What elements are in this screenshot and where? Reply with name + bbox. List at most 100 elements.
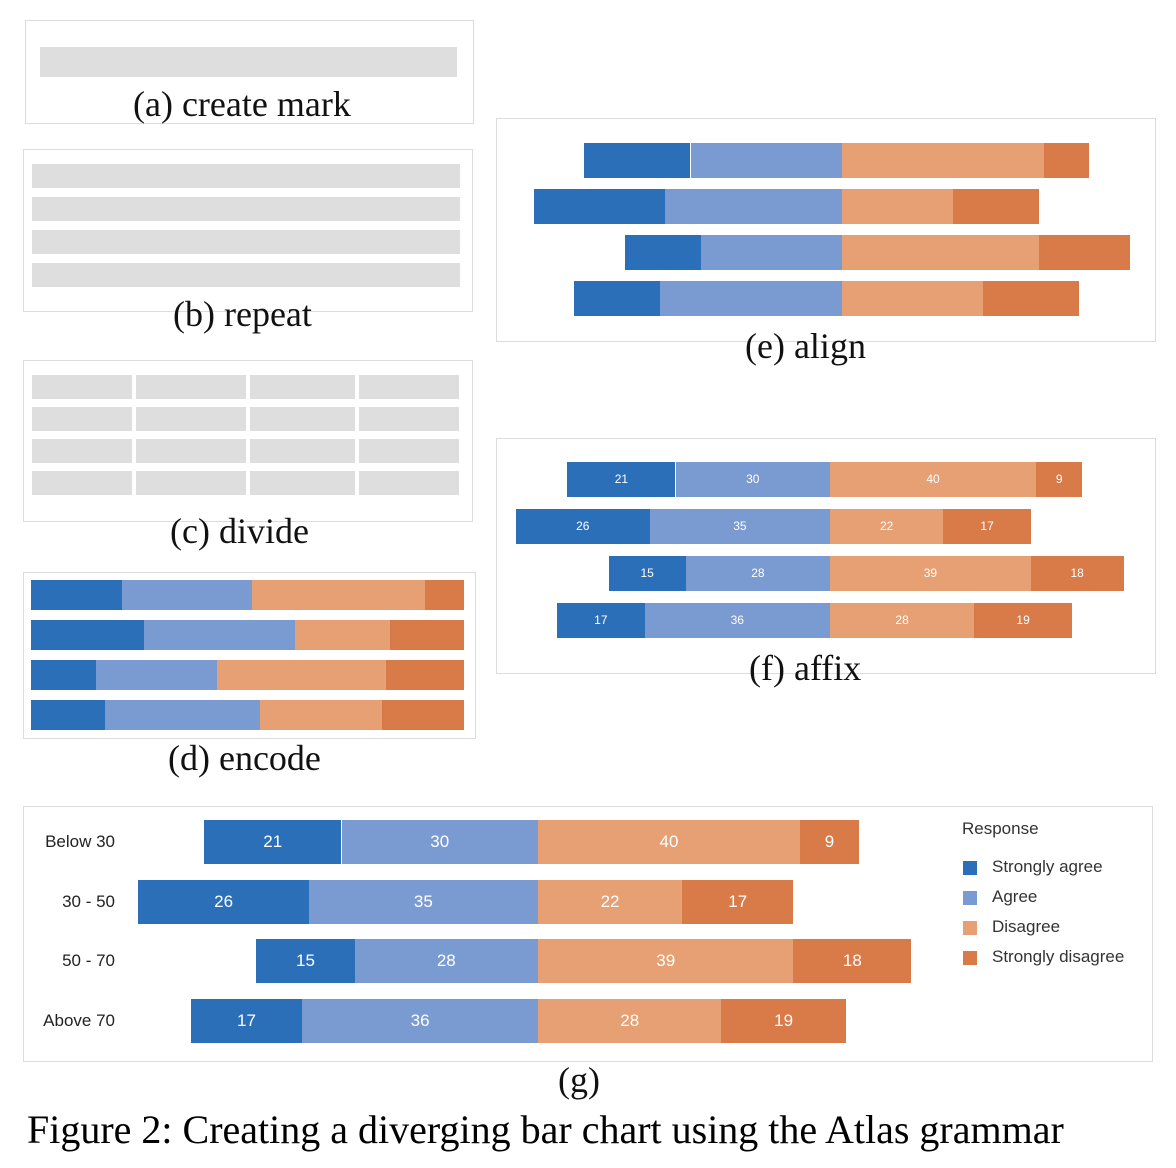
bar-segment-strongly-disagree <box>1036 462 1083 497</box>
legend-title: Response <box>962 819 1039 838</box>
bar-segment-strongly-disagree <box>943 509 1031 544</box>
caption-d: (d) encode <box>168 738 321 778</box>
bar-segment-agree <box>95 660 218 690</box>
gray-cell <box>359 471 459 495</box>
data-label: 36 <box>410 1010 430 1030</box>
category-label: 50 - 70 <box>62 951 115 970</box>
bar-segment-strongly-agree <box>31 700 105 730</box>
bar-segment-agree <box>685 556 830 591</box>
data-label: 28 <box>620 1010 640 1030</box>
bar-segment-agree <box>690 143 842 178</box>
bar-segment-strongly-disagree <box>381 700 464 730</box>
legend-item-strongly-disagree: Strongly disagree <box>992 947 1125 966</box>
data-label: 21 <box>614 472 629 486</box>
bar-segment-strongly-agree <box>515 509 650 544</box>
bar-segment-disagree <box>842 143 1044 178</box>
bar-segment-agree <box>649 509 830 544</box>
bar-segment-disagree <box>830 509 944 544</box>
bar-segment-agree <box>308 879 538 924</box>
gray-cell <box>359 439 459 463</box>
data-label: 19 <box>1016 613 1030 627</box>
data-label: 19 <box>774 1010 794 1030</box>
bar-segment-agree <box>675 462 830 497</box>
gray-row <box>32 197 460 221</box>
caption-c: (c) divide <box>170 511 309 551</box>
legend-swatch-strongly-disagree <box>963 951 977 965</box>
data-label: 15 <box>296 951 315 970</box>
panel-g: Response Strongly agree Agree Disagree Stro… <box>23 806 1153 1062</box>
gray-row <box>32 164 460 188</box>
caption-g: (g) <box>558 1060 600 1100</box>
bar-segment-disagree <box>842 189 954 224</box>
bar-segment-disagree <box>260 700 382 730</box>
legend-swatch-strongly-agree <box>963 861 977 875</box>
bar-segment-agree <box>341 820 538 864</box>
gray-cell <box>136 439 246 463</box>
panel-f: 21 30 40 9 26 35 22 17 15 28 39 18 17 36 28 19 <box>496 438 1156 674</box>
gray-cell <box>32 471 132 495</box>
bar-segment-disagree <box>538 820 800 864</box>
bar-segment-strongly-disagree <box>1038 235 1130 270</box>
gray-cell <box>32 439 132 463</box>
caption-a: (a) create mark <box>133 84 351 124</box>
data-label: 21 <box>263 832 283 851</box>
bar-segment-strongly-agree <box>574 281 661 316</box>
data-label: 15 <box>640 566 654 580</box>
data-label: 18 <box>842 951 862 970</box>
bar-segment-disagree <box>842 281 984 316</box>
bar-segment-strongly-disagree <box>1044 143 1090 178</box>
bar-segment-disagree <box>295 620 391 650</box>
legend-item-agree: Agree <box>992 887 1038 906</box>
gray-cell <box>136 407 246 431</box>
bar-segment-strongly-disagree <box>1030 556 1124 591</box>
data-label: 9 <box>1055 472 1063 486</box>
data-label: 28 <box>436 951 456 970</box>
data-label: 22 <box>600 891 620 911</box>
bar-segment-strongly-disagree <box>983 281 1080 316</box>
panel-b <box>23 149 473 312</box>
data-label: 17 <box>594 613 608 627</box>
data-label: 40 <box>926 472 940 486</box>
bar-segment-strongly-agree <box>190 998 303 1043</box>
caption-b: (b) repeat <box>173 294 312 334</box>
bar-segment-disagree <box>830 556 1031 591</box>
bar-segment-agree <box>121 580 252 610</box>
data-label: 30 <box>746 472 760 486</box>
data-label: 40 <box>659 832 679 851</box>
bar-segment-strongly-agree <box>557 603 645 638</box>
category-label: 30 - 50 <box>62 891 115 911</box>
panel-a <box>25 20 474 124</box>
legend-item-disagree: Disagree <box>992 917 1061 936</box>
bar-segment-strongly-agree <box>608 556 686 591</box>
gray-row <box>32 263 460 287</box>
data-label: 35 <box>413 891 433 911</box>
category-label: Below 30 <box>45 832 115 851</box>
bar-segment-disagree <box>538 998 722 1043</box>
bar-segment-disagree <box>830 462 1036 497</box>
bar-segment-disagree <box>538 879 683 924</box>
bar-segment-strongly-agree <box>31 660 96 690</box>
bar-segment-strongly-agree <box>584 143 691 178</box>
legend-item-strongly-agree: Strongly agree <box>992 857 1103 876</box>
data-label: 17 <box>980 519 994 533</box>
bar-segment-agree <box>354 939 538 983</box>
data-label: 26 <box>576 519 590 533</box>
gray-cell <box>136 375 246 399</box>
data-label: 30 <box>430 832 450 851</box>
caption-f: (f) affix <box>749 648 862 688</box>
bar-segment-strongly-disagree <box>953 189 1039 224</box>
gray-cell <box>136 471 246 495</box>
bar-segment-disagree <box>251 580 426 610</box>
gray-row <box>32 230 460 254</box>
figure-caption: Figure 2: Creating a diverging bar chart… <box>27 1107 1064 1152</box>
bar-segment-disagree <box>842 235 1039 270</box>
panel-c <box>23 360 473 522</box>
data-label: 17 <box>237 1010 256 1030</box>
bar-segment-agree <box>665 189 842 224</box>
bar-segment-strongly-disagree <box>793 939 912 983</box>
panel-d <box>23 572 476 739</box>
gray-cell <box>32 375 132 399</box>
bar-segment-agree <box>143 620 296 650</box>
gray-mark <box>40 47 457 77</box>
gray-cell <box>250 439 355 463</box>
